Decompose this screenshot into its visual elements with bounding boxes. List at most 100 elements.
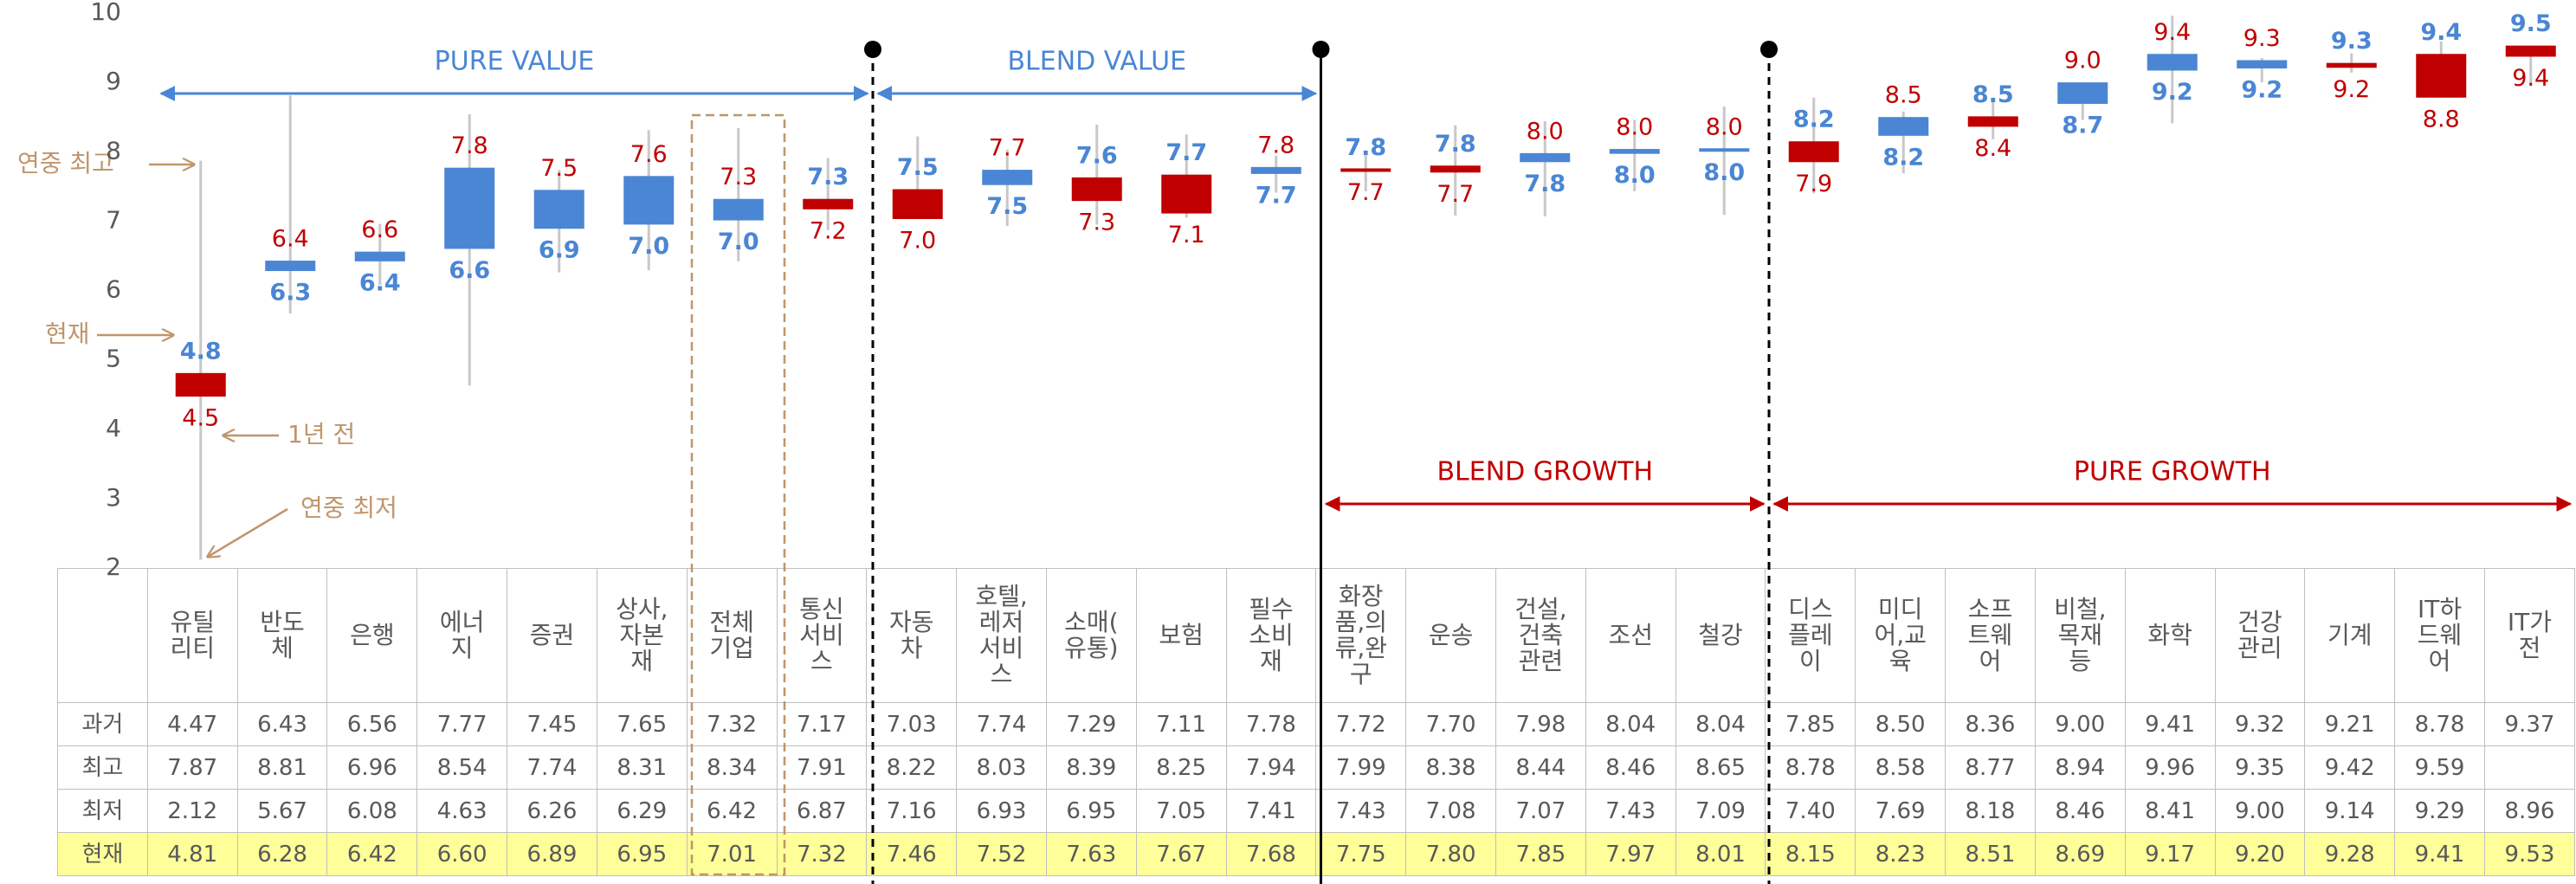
data-label: 7.7 [1165, 139, 1207, 166]
table-cell: 8.34 [686, 745, 778, 790]
table-row: 최저 2.12 5.67 6.08 4.63 6.26 6.29 6.42 6.87 7.16 6.… [57, 789, 2576, 833]
table-cell: 8.46 [1585, 745, 1676, 790]
category-label: 건설, 건축 관련 [1495, 568, 1586, 703]
table-cell: 9.29 [2394, 789, 2485, 833]
candle-body [1071, 177, 1122, 202]
table-cell: 7.52 [956, 832, 1047, 876]
table-cell: 7.68 [1225, 832, 1317, 876]
candle-body [175, 372, 226, 397]
data-label: 8.0 [1706, 114, 1743, 141]
table-cell: 4.47 [146, 702, 238, 746]
table-cell: 6.96 [326, 745, 418, 790]
table-cell: 8.22 [866, 745, 958, 790]
candle-body [354, 251, 405, 261]
candle-body [2237, 60, 2288, 69]
data-label: 8.8 [2423, 106, 2460, 132]
table-cell: 7.16 [866, 789, 958, 833]
table-cell: 7.72 [1315, 702, 1407, 746]
data-label: 9.3 [2331, 28, 2373, 55]
data-label: 7.0 [899, 227, 936, 254]
data-label: 7.5 [897, 154, 939, 181]
table-cell: 9.42 [2304, 745, 2396, 790]
table-cell: 9.28 [2304, 832, 2396, 876]
table-cell: 8.94 [2034, 745, 2126, 790]
table-cell: 7.85 [1495, 832, 1586, 876]
table-cell: 6.43 [236, 702, 328, 746]
y-tick-label: 3 [106, 483, 121, 512]
table-cell: 8.69 [2034, 832, 2126, 876]
data-label: 9.2 [2152, 79, 2193, 106]
y-tick-label: 9 [106, 67, 121, 95]
table-cell: 7.94 [1225, 745, 1317, 790]
table-cell: 6.95 [596, 832, 688, 876]
category-label: 조선 [1585, 568, 1676, 703]
data-label: 8.0 [1527, 118, 1564, 145]
y-tick-label: 10 [90, 0, 121, 26]
table-row: 현재 4.81 6.28 6.42 6.60 6.89 6.95 7.01 7.32 7.46 7.… [57, 832, 2576, 876]
data-label: 7.8 [1345, 134, 1386, 161]
table-cell: 8.50 [1855, 702, 1947, 746]
table-cell: 7.03 [866, 702, 958, 746]
data-label: 7.3 [1078, 210, 1115, 236]
table-cell: 7.80 [1405, 832, 1496, 876]
annotation: 연중 최저 [300, 494, 397, 522]
candle-body [1878, 117, 1929, 136]
candle-body [2416, 54, 2467, 98]
data-label: 7.6 [1076, 142, 1118, 169]
category-label: 화학 [2124, 568, 2216, 703]
table-cell: 8.04 [1585, 702, 1676, 746]
category-label: 은행 [326, 568, 418, 703]
table-cell: 9.53 [2483, 832, 2576, 876]
annotation: 1년 전 [287, 420, 355, 448]
data-label: 7.7 [989, 135, 1026, 162]
data-label: 7.2 [810, 217, 847, 244]
table-cell: 8.01 [1675, 832, 1766, 876]
table-cell: 7.77 [416, 702, 508, 746]
table-cell: 8.44 [1495, 745, 1586, 790]
data-label: 7.0 [628, 233, 669, 260]
table-cell: 9.41 [2394, 832, 2485, 876]
table-corner [57, 568, 148, 703]
data-label: 7.3 [720, 164, 757, 190]
data-label: 7.8 [451, 132, 488, 159]
table-cell: 8.31 [596, 745, 688, 790]
table-cell: 7.29 [1045, 702, 1137, 746]
annotation-arrow [208, 507, 288, 557]
data-label: 7.6 [630, 141, 668, 168]
table-cell: 9.35 [2214, 745, 2306, 790]
table-cell: 7.91 [776, 745, 868, 790]
category-label: 철강 [1675, 568, 1766, 703]
data-label: 6.4 [359, 269, 401, 296]
data-label: 6.4 [272, 226, 309, 253]
table-cell: 8.23 [1855, 832, 1947, 876]
table-cell: 7.43 [1315, 789, 1407, 833]
data-label: 6.6 [449, 257, 490, 284]
candle-body [892, 189, 943, 219]
candle-body [2147, 54, 2198, 71]
data-label: 8.4 [1974, 135, 2011, 162]
table-cell: 4.81 [146, 832, 238, 876]
category-label: 호텔, 레저 서비 스 [956, 568, 1047, 703]
group-label: PURE VALUE [435, 47, 595, 77]
table-cell: 6.42 [326, 832, 418, 876]
category-label: 통신 서비 스 [776, 568, 868, 703]
data-label: 9.2 [2333, 76, 2370, 103]
candle-body [2505, 45, 2556, 57]
table-cell: 7.08 [1405, 789, 1496, 833]
row-header: 과거 [57, 702, 148, 746]
table-cell: 8.77 [1945, 745, 2036, 790]
data-label: 9.4 [2512, 65, 2549, 92]
table-cell: 8.36 [1945, 702, 2036, 746]
data-label: 4.8 [180, 338, 222, 365]
table-cell: 9.17 [2124, 832, 2216, 876]
data-label: 4.5 [182, 405, 219, 432]
data-label: 9.0 [2064, 48, 2101, 74]
table-cell: 8.46 [2034, 789, 2126, 833]
table-cell: 8.54 [416, 745, 508, 790]
table-cell: 7.43 [1585, 789, 1676, 833]
data-label: 9.4 [2153, 19, 2191, 46]
category-label: 미디 어,교 육 [1855, 568, 1947, 703]
table-cell: 9.41 [2124, 702, 2216, 746]
table-cell: 6.95 [1045, 789, 1137, 833]
